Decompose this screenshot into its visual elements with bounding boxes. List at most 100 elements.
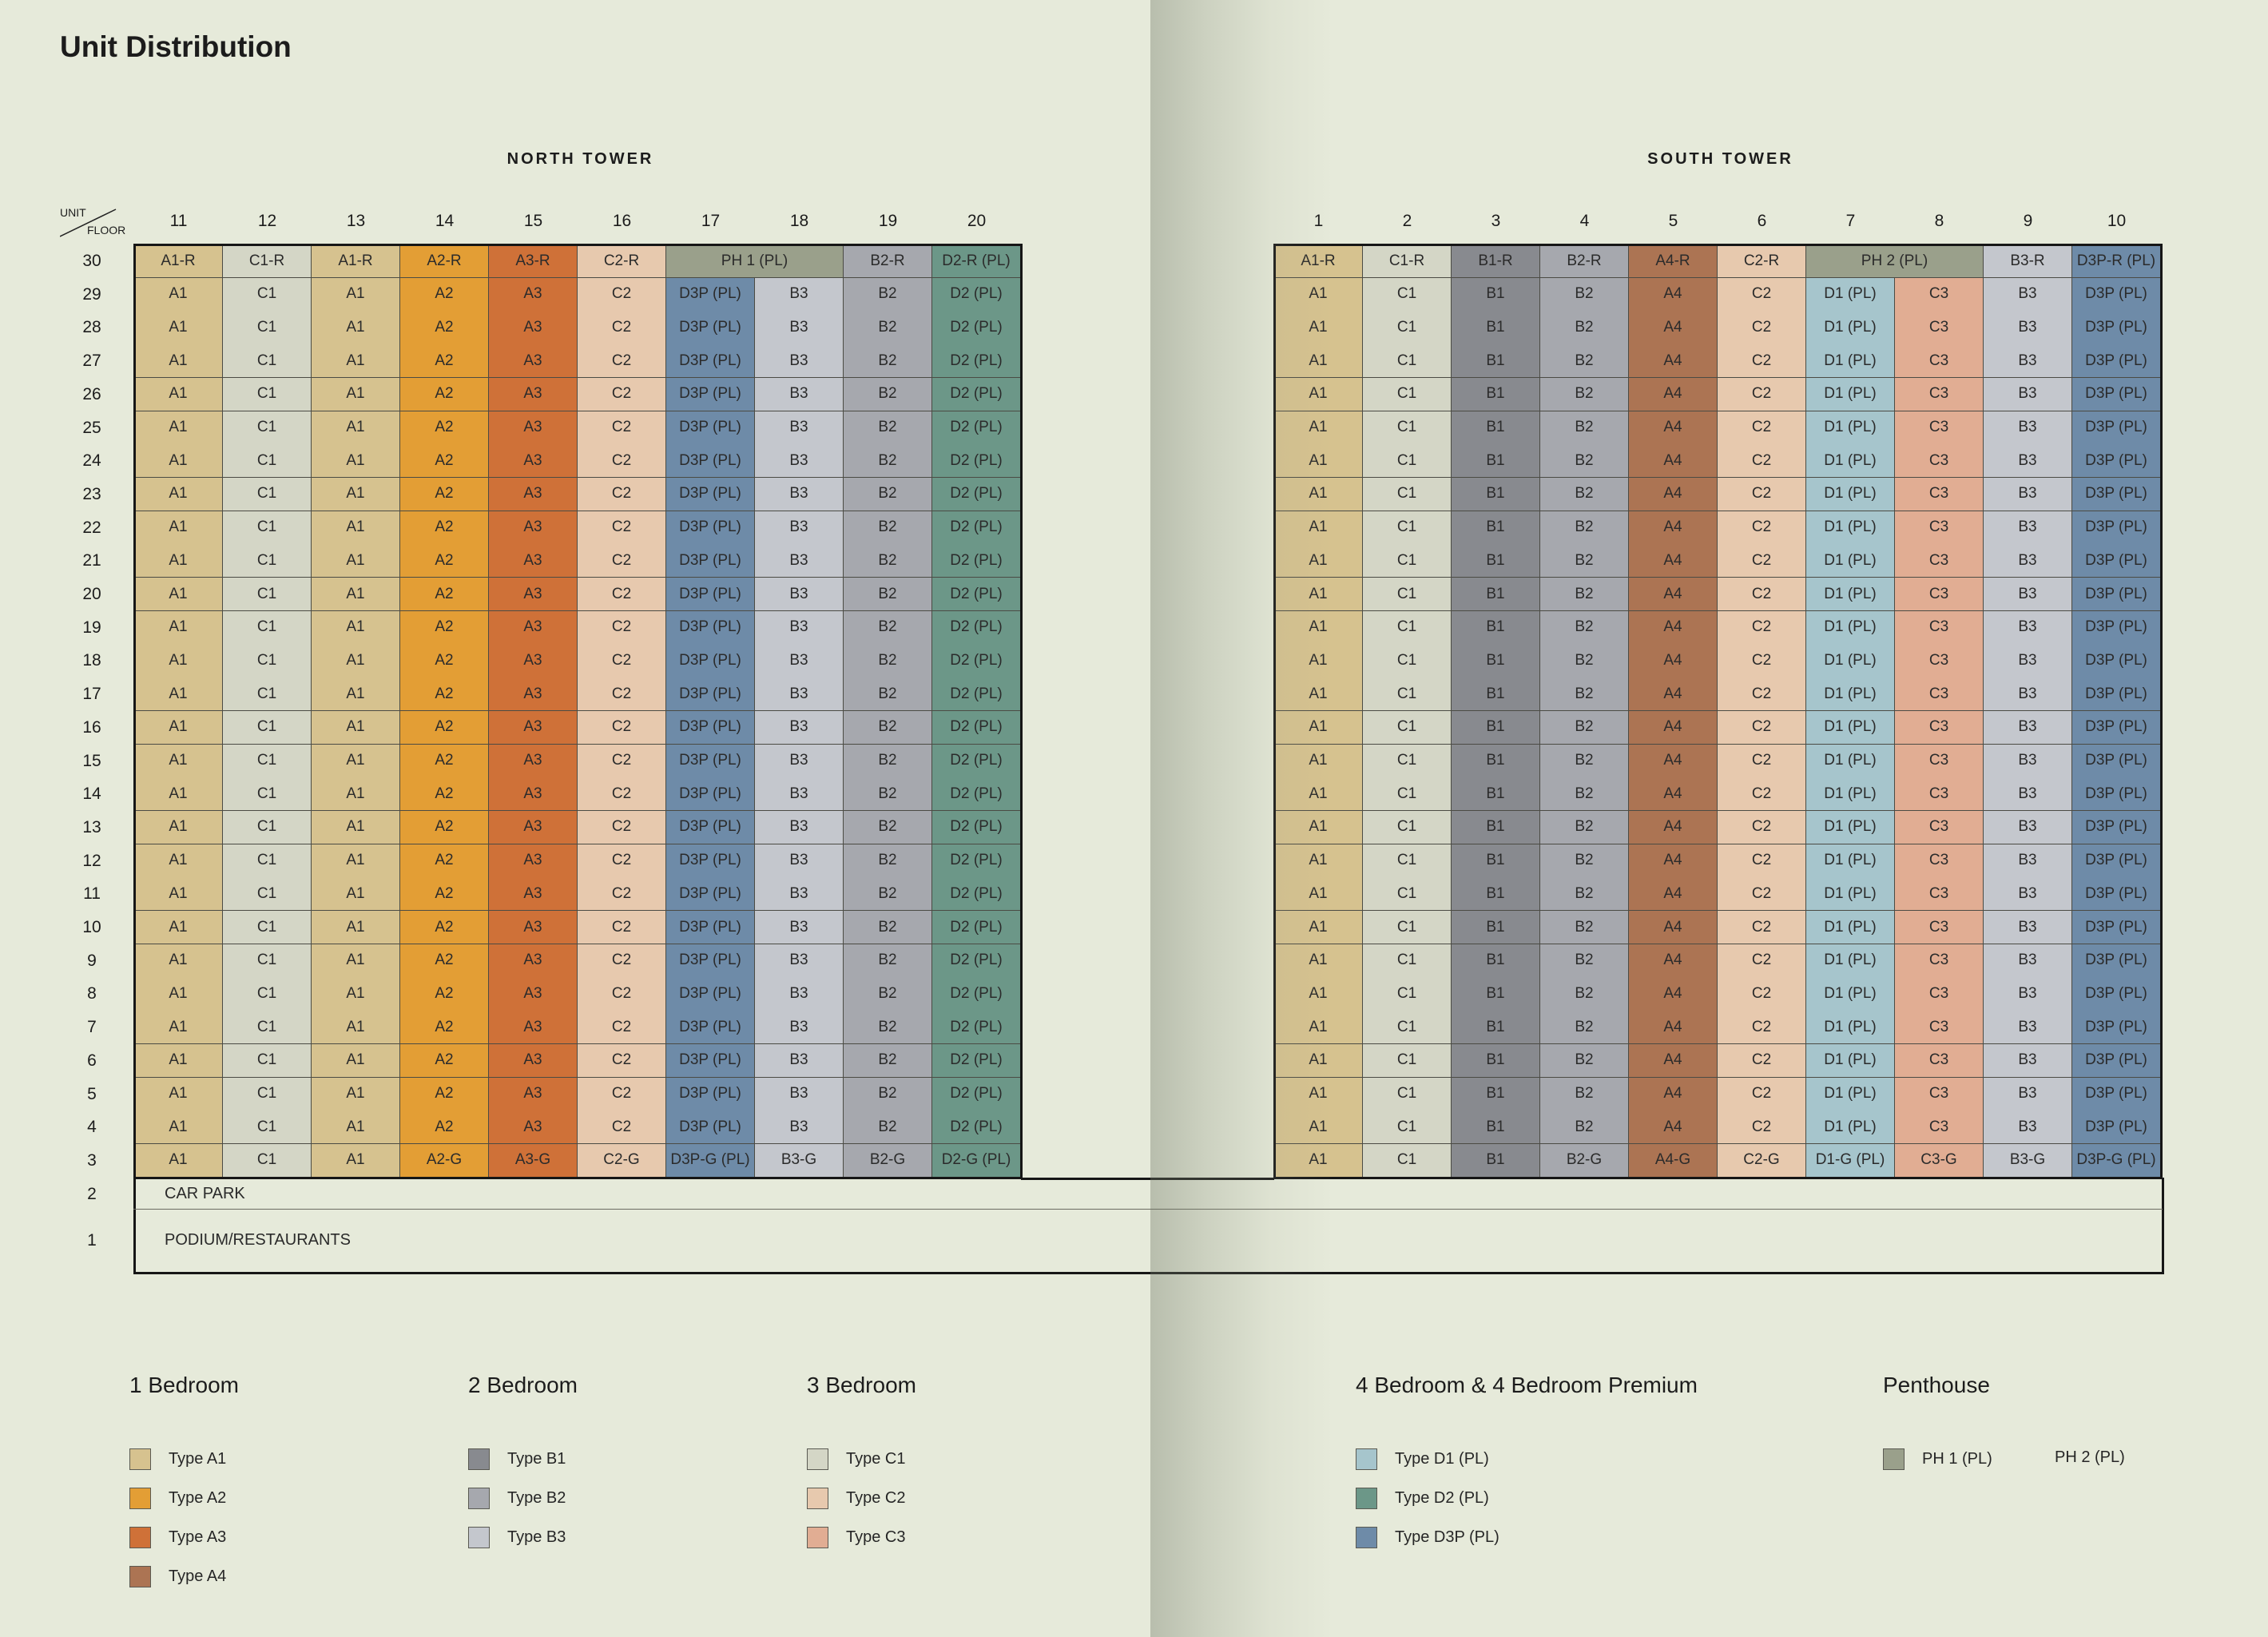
unit-cell: D3P (PL) [666, 977, 755, 1011]
b3-swatch-icon [468, 1527, 490, 1548]
a2-swatch-icon [129, 1488, 151, 1509]
unit-cell: A1 [312, 1143, 400, 1178]
unit-cell: B3 [1984, 877, 2072, 912]
legend-item-label: Type B2 [507, 1489, 566, 1507]
unit-header-label: UNIT [60, 206, 86, 219]
unit-cell: D1 (PL) [1806, 610, 1895, 645]
unit-cell: A3 [489, 311, 578, 345]
unit-cell: D2 (PL) [932, 344, 1021, 379]
unit-cell: C1 [223, 777, 312, 812]
unit-cell: A1 [312, 777, 400, 812]
floor-label-1: 1 [87, 1231, 97, 1250]
unit-cell: D3P (PL) [666, 644, 755, 678]
unit-cell: C2 [1718, 1043, 1806, 1078]
unit-cell: A4 [1629, 1043, 1718, 1078]
unit-cell: D2 (PL) [932, 277, 1021, 312]
unit-cell: D3P (PL) [666, 610, 755, 645]
unit-cell: B2 [1540, 844, 1629, 878]
unit-cell: A2 [400, 911, 489, 945]
unit-cell: A4 [1629, 677, 1718, 712]
unit-cell: B3 [755, 911, 844, 945]
unit-cell: C2 [1718, 511, 1806, 545]
unit-cell: A3 [489, 610, 578, 645]
unit-cell: A1 [1274, 911, 1363, 945]
unit-cell: A1 [312, 977, 400, 1011]
unit-cell: C3 [1895, 744, 1984, 778]
unit-cell: A4 [1629, 944, 1718, 978]
unit-cell: C3 [1895, 610, 1984, 645]
floor-label: 29 [82, 284, 101, 304]
unit-cell: C2 [1718, 710, 1806, 745]
unit-cell: B1 [1452, 544, 1540, 578]
floor-label: 21 [82, 551, 101, 570]
legend-item: Type D3P (PL) [1356, 1527, 1499, 1548]
unit-cell: A3 [489, 1077, 578, 1111]
floor-label: 22 [82, 518, 101, 537]
unit-cell: C2-G [578, 1143, 666, 1178]
unit-cell: C1 [223, 344, 312, 379]
unit-cell: A3 [489, 644, 578, 678]
unit-cell: C2 [578, 1043, 666, 1078]
unit-cell: C1 [223, 311, 312, 345]
unit-cell: D3P (PL) [2072, 444, 2161, 479]
unit-cell: D3P (PL) [2072, 411, 2161, 445]
unit-cell: C2 [578, 578, 666, 612]
floor-label: 26 [82, 384, 101, 403]
legend-item-label: Type A2 [169, 1489, 227, 1507]
unit-cell: B2 [1540, 411, 1629, 445]
unit-cell: B1 [1452, 977, 1540, 1011]
unit-cell: A1 [1274, 744, 1363, 778]
unit-cell: C3 [1895, 544, 1984, 578]
unit-cell: D2 (PL) [932, 810, 1021, 845]
unit-cell: A3 [489, 544, 578, 578]
unit-cell: A1 [312, 810, 400, 845]
unit-cell: B2 [1540, 744, 1629, 778]
unit-cell: B2-G [844, 1143, 932, 1178]
unit-cell: B2-R [1540, 244, 1629, 279]
legend-item: Type B2 [468, 1488, 566, 1509]
unit-cell: C1 [1363, 710, 1452, 745]
unit-cell: A4 [1629, 511, 1718, 545]
unit-cell: A1 [1274, 1011, 1363, 1045]
unit-cell: B2 [1540, 511, 1629, 545]
unit-cell: C1 [1363, 511, 1452, 545]
unit-header: 12 [257, 212, 277, 230]
unit-cell: D3P (PL) [2072, 1043, 2161, 1078]
unit-cell: D1 (PL) [1806, 444, 1895, 479]
unit-cell: C1 [223, 944, 312, 978]
unit-cell: D3P (PL) [2072, 644, 2161, 678]
unit-cell: A2 [400, 744, 489, 778]
unit-cell: B3 [1984, 511, 2072, 545]
south-tower-label: SOUTH TOWER [1647, 150, 1793, 168]
legend-item-label: Type A4 [169, 1567, 227, 1585]
unit-cell: D3P (PL) [666, 677, 755, 712]
unit-cell: B2 [844, 977, 932, 1011]
car-park-label: CAR PARK [165, 1185, 245, 1202]
unit-cell: A1 [312, 311, 400, 345]
unit-cell: D3P (PL) [2072, 844, 2161, 878]
unit-cell: A4 [1629, 911, 1718, 945]
unit-cell: C3 [1895, 1043, 1984, 1078]
unit-cell: D3P (PL) [2072, 311, 2161, 345]
unit-cell: A1-R [312, 244, 400, 279]
legend-item: Type A2 [129, 1488, 226, 1509]
unit-cell: A1 [1274, 777, 1363, 812]
legend-item-label: PH 2 (PL) [2055, 1448, 2125, 1466]
unit-cell: C1 [223, 911, 312, 945]
unit-cell: A1 [134, 610, 223, 645]
unit-cell: D1 (PL) [1806, 677, 1895, 712]
unit-cell: D1 (PL) [1806, 578, 1895, 612]
unit-cell: C3 [1895, 677, 1984, 712]
podium-restaurants-label: PODIUM/RESTAURANTS [165, 1231, 351, 1249]
unit-cell: C2-R [1718, 244, 1806, 279]
unit-cell: D3P (PL) [2072, 1011, 2161, 1045]
unit-cell: A1 [1274, 544, 1363, 578]
unit-cell: B2 [1540, 777, 1629, 812]
unit-cell: A4 [1629, 877, 1718, 912]
unit-cell: D3P (PL) [2072, 1077, 2161, 1111]
unit-cell: C1 [1363, 610, 1452, 645]
floor-label: 12 [82, 851, 101, 870]
unit-cell: B2 [1540, 277, 1629, 312]
unit-header: 9 [2023, 212, 2033, 230]
unit-cell: C1 [1363, 1143, 1452, 1178]
